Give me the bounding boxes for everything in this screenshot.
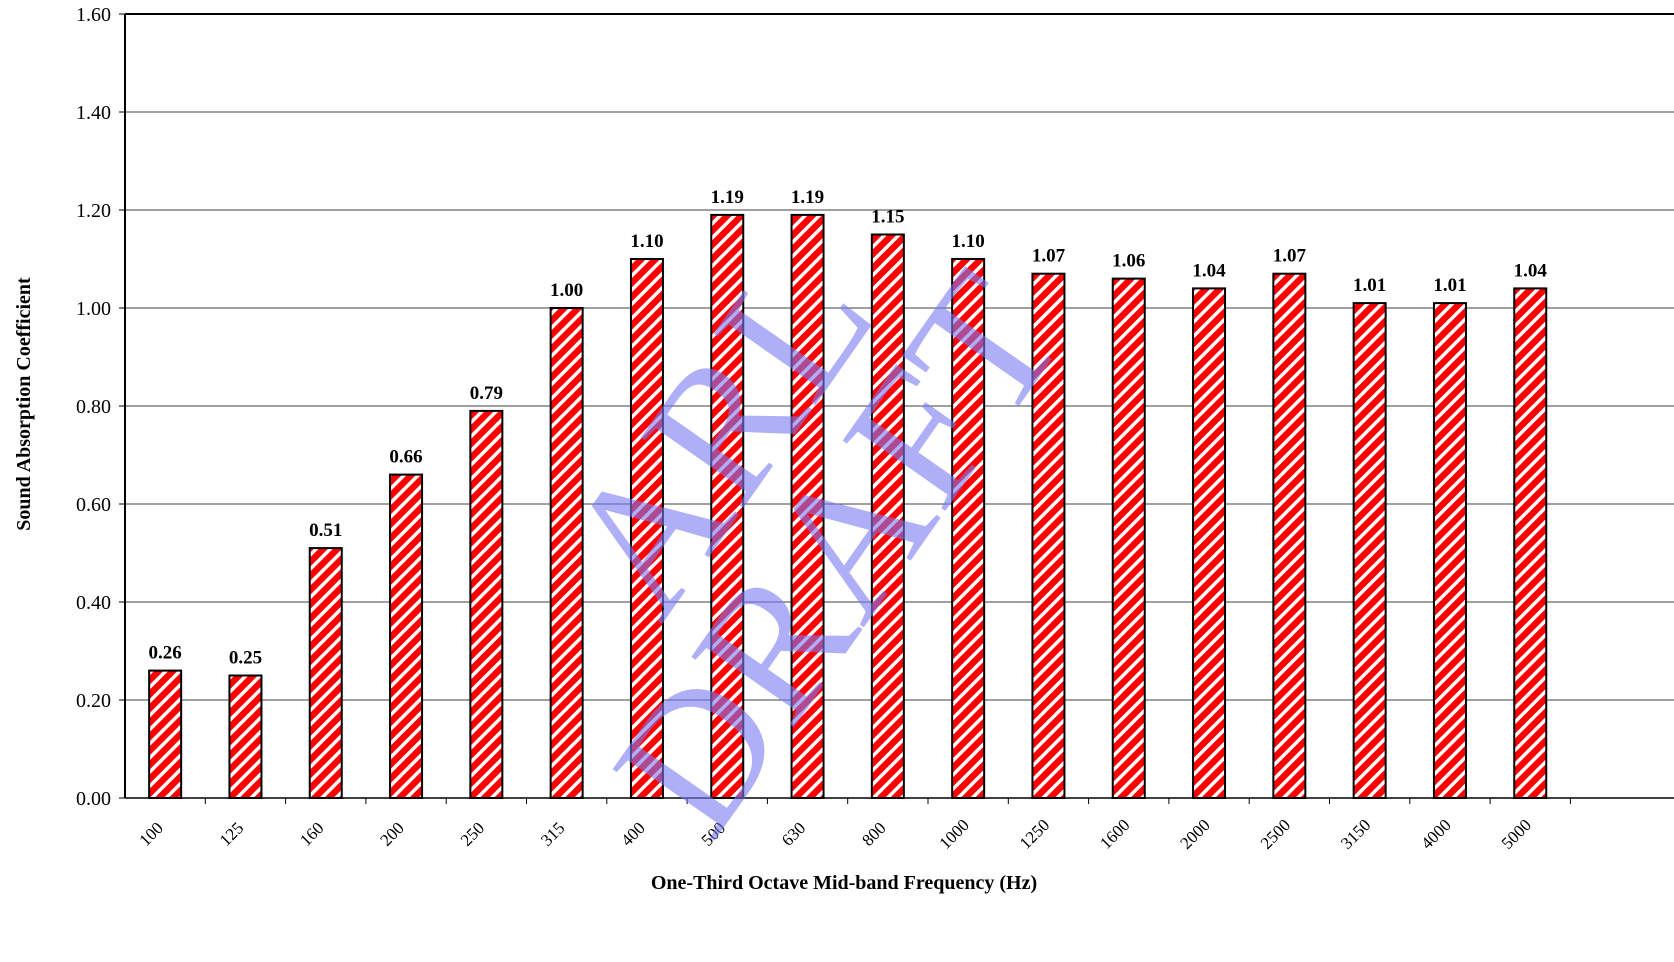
bar-160 xyxy=(308,547,343,799)
bar-5000 xyxy=(1513,287,1548,799)
draft-watermark: ARL DRAFT xyxy=(523,218,1103,869)
bar-4000 xyxy=(1432,302,1467,799)
bar-2000 xyxy=(1192,287,1227,799)
bar-800 xyxy=(870,233,905,799)
x-tick-label: 250 xyxy=(457,818,488,849)
axes xyxy=(119,13,1674,804)
x-tick-labels: 100 125 160 200 250 315 400 500 630 800 1000 1250 16… xyxy=(136,815,1536,852)
y-tick-label: 1.20 xyxy=(76,200,111,222)
data-label: 1.04 xyxy=(1192,260,1226,281)
data-label: 0.51 xyxy=(309,520,342,541)
data-label: 1.10 xyxy=(630,231,663,252)
data-label: 1.10 xyxy=(952,231,985,252)
bar-315 xyxy=(549,307,584,799)
x-tick-label: 200 xyxy=(376,818,407,849)
x-tick-label: 100 xyxy=(136,818,167,849)
bar-100 xyxy=(148,669,183,799)
data-label: 0.25 xyxy=(229,648,262,669)
y-tick-label: 0.00 xyxy=(76,788,111,810)
data-label: 1.07 xyxy=(1273,246,1307,267)
x-axis-title: One-Third Octave Mid-band Frequency (Hz) xyxy=(651,872,1037,894)
bar-1600 xyxy=(1111,277,1146,800)
y-axis-title: Sound Absorption Coefficient xyxy=(13,277,35,531)
data-label: 0.79 xyxy=(470,383,503,404)
x-tick-label: 400 xyxy=(617,818,648,849)
x-tick-label: 1600 xyxy=(1096,815,1133,852)
data-label: 1.19 xyxy=(711,187,744,208)
data-label: 1.01 xyxy=(1353,275,1386,296)
data-label: 1.00 xyxy=(550,280,583,301)
data-label: 1.19 xyxy=(791,187,824,208)
bar-200 xyxy=(389,473,424,799)
data-labels: 0.26 0.25 0.51 0.66 0.79 1.00 1.10 1.19 1.19 1.15… xyxy=(149,187,1548,669)
bar-3150 xyxy=(1352,302,1387,799)
x-tick-label: 5000 xyxy=(1498,815,1535,852)
data-label: 1.15 xyxy=(871,207,904,228)
x-tick-label: 1250 xyxy=(1016,815,1053,852)
y-tick-labels: 0.00 0.20 0.40 0.60 0.80 1.00 1.20 1.40 1.60 xyxy=(76,4,111,810)
y-tick-label: 0.80 xyxy=(76,396,111,418)
data-label: 0.66 xyxy=(389,447,422,468)
x-tick-label: 160 xyxy=(296,818,327,849)
x-tick-label: 630 xyxy=(778,818,809,849)
bar-125 xyxy=(228,674,263,799)
y-tick-label: 1.00 xyxy=(76,298,111,320)
y-tick-label: 0.40 xyxy=(76,592,111,614)
bar-250 xyxy=(469,409,504,799)
data-label: 1.06 xyxy=(1112,251,1145,272)
x-tick-label: 4000 xyxy=(1417,815,1454,852)
data-label: 0.26 xyxy=(149,643,182,664)
data-label: 1.07 xyxy=(1032,246,1066,267)
bar-1000 xyxy=(951,258,986,799)
x-tick-label: 2500 xyxy=(1257,815,1294,852)
x-tick-label: 800 xyxy=(858,818,889,849)
x-tick-label: 2000 xyxy=(1176,815,1213,852)
y-tick-label: 0.60 xyxy=(76,494,111,516)
y-tick-label: 1.40 xyxy=(76,102,111,124)
x-tick-label: 125 xyxy=(216,818,247,849)
data-label: 1.01 xyxy=(1433,275,1466,296)
bars xyxy=(148,213,1548,800)
bar-2500 xyxy=(1272,272,1307,799)
x-tick-label: 1000 xyxy=(936,815,973,852)
bar-500 xyxy=(710,213,745,799)
bar-400 xyxy=(629,258,664,799)
y-tick-label: 0.20 xyxy=(76,690,111,712)
x-tick-label: 315 xyxy=(537,818,568,849)
y-tick-label: 1.60 xyxy=(76,4,111,26)
data-label: 1.04 xyxy=(1514,260,1548,281)
x-tick-label: 3150 xyxy=(1337,815,1374,852)
